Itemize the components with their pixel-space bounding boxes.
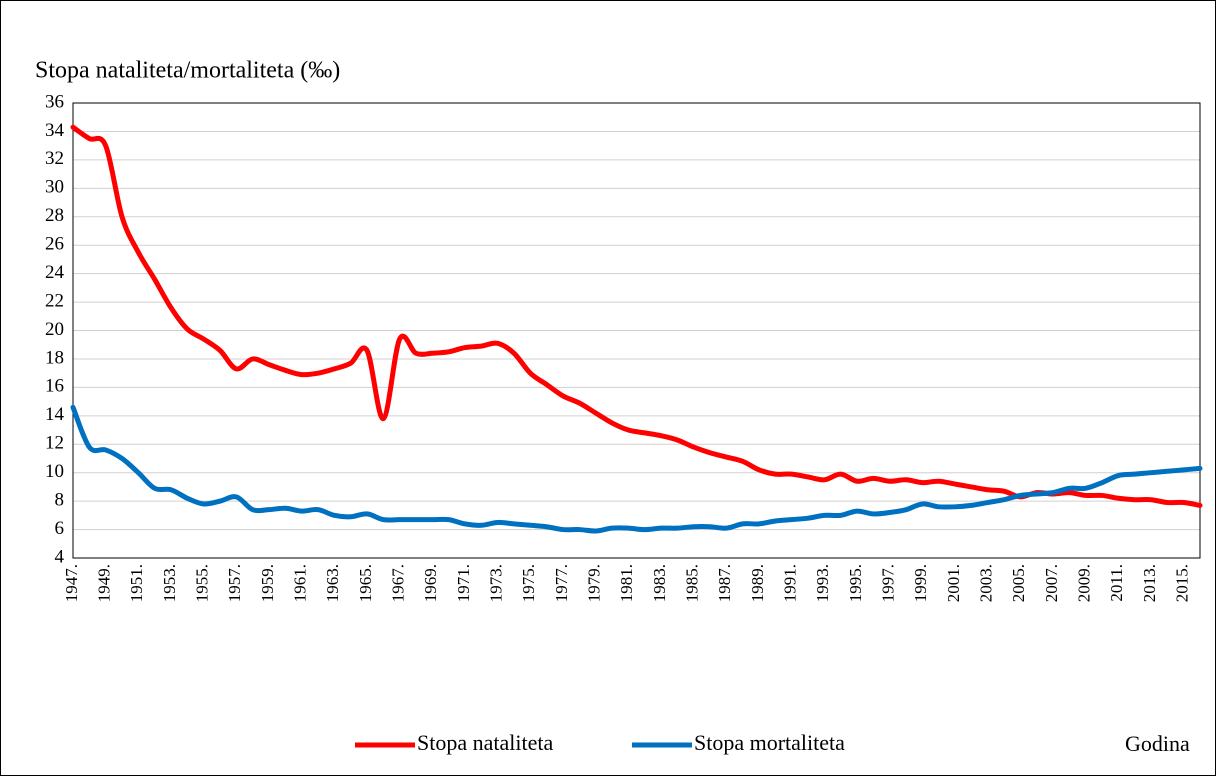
- x-tick-label: 2003.: [977, 564, 996, 602]
- x-tick-label: 1975.: [519, 564, 538, 602]
- x-tick-label: 1997.: [879, 564, 898, 602]
- chart-title: Stopa nataliteta/mortaliteta (‰): [35, 58, 340, 84]
- y-tick-label: 30: [45, 177, 64, 198]
- y-tick-label: 36: [45, 91, 64, 112]
- legend-label: Stopa mortaliteta: [694, 730, 845, 755]
- x-tick-label: 1999.: [911, 564, 930, 602]
- y-tick-label: 4: [55, 546, 65, 567]
- x-tick-label: 1985.: [683, 564, 702, 602]
- y-tick-label: 26: [45, 234, 64, 255]
- x-tick-label: 2011.: [1107, 564, 1126, 602]
- y-tick-label: 18: [45, 347, 64, 368]
- y-tick-label: 12: [45, 433, 64, 454]
- x-tick-label: 1971.: [454, 564, 473, 602]
- x-tick-label: 1963.: [323, 564, 342, 602]
- x-tick-label: 1979.: [585, 564, 604, 602]
- x-tick-label: 1959.: [258, 564, 277, 602]
- x-tick-label: 2015.: [1173, 564, 1192, 602]
- y-tick-label: 8: [55, 489, 65, 510]
- x-tick-label: 1991.: [781, 564, 800, 602]
- y-tick-label: 22: [45, 290, 64, 311]
- y-tick-label: 32: [45, 148, 64, 169]
- x-tick-label: 1955.: [193, 564, 212, 602]
- y-tick-label: 10: [45, 461, 64, 482]
- x-tick-label: 1969.: [421, 564, 440, 602]
- x-tick-label: 1973.: [487, 564, 506, 602]
- x-tick-label: 1965.: [356, 564, 375, 602]
- series-line: [70, 124, 1203, 508]
- x-tick-label: 2005.: [1009, 564, 1028, 602]
- x-tick-label: 2013.: [1140, 564, 1159, 602]
- x-tick-label: 1995.: [846, 564, 865, 602]
- x-axis-label: Godina: [1125, 731, 1190, 756]
- x-tick-label: 1953.: [160, 564, 179, 602]
- plot-border: [72, 102, 1201, 559]
- x-tick-label: 1949.: [95, 564, 114, 602]
- y-tick-label: 14: [45, 404, 65, 425]
- x-tick-label: 2001.: [944, 564, 963, 602]
- y-tick-label: 24: [45, 262, 65, 283]
- x-tick-label: 2009.: [1075, 564, 1094, 602]
- x-tick-label: 1993.: [813, 564, 832, 602]
- y-tick-label: 28: [45, 205, 64, 226]
- y-tick-label: 6: [55, 518, 65, 539]
- y-tick-label: 20: [45, 319, 64, 340]
- series-line: [70, 404, 1203, 534]
- x-tick-label: 1957.: [225, 564, 244, 602]
- y-tick-label: 34: [45, 120, 65, 141]
- x-tick-label: 1951.: [127, 564, 146, 602]
- x-tick-label: 1987.: [715, 564, 734, 602]
- x-tick-label: 1989.: [748, 564, 767, 602]
- x-tick-label: 2007.: [1042, 564, 1061, 602]
- x-tick-label: 1983.: [650, 564, 669, 602]
- x-tick-label: 1947.: [62, 564, 81, 602]
- x-tick-label: 1977.: [552, 564, 571, 602]
- legend-label: Stopa nataliteta: [417, 730, 553, 755]
- x-tick-label: 1981.: [617, 564, 636, 602]
- x-tick-label: 1967.: [389, 564, 408, 602]
- x-tick-label: 1961.: [291, 564, 310, 602]
- y-tick-label: 16: [45, 376, 64, 397]
